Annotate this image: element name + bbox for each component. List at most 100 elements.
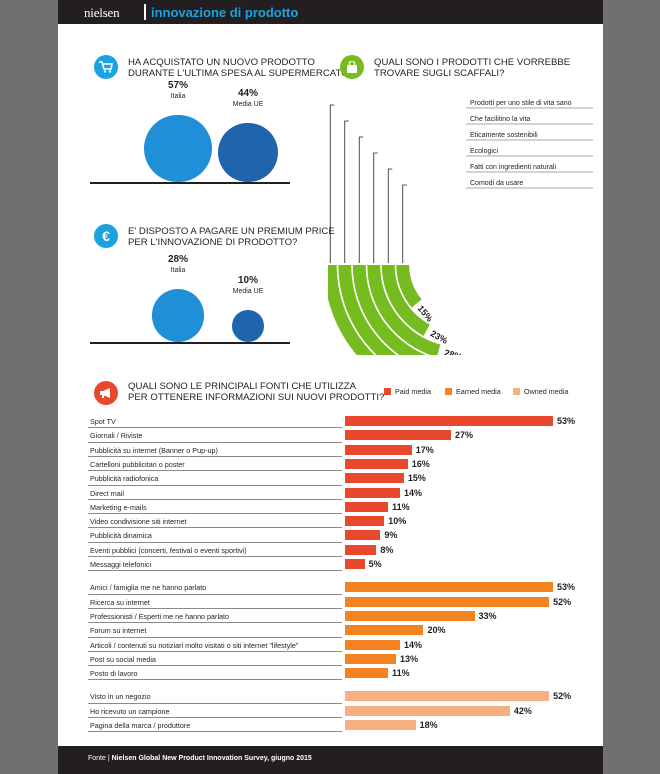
row-rule [88, 607, 342, 609]
premium-baseline [90, 342, 290, 344]
source-label: Marketing e-mails [90, 502, 147, 512]
source-label: Eventi pubblici (concerti, festival o ev… [90, 545, 247, 555]
radial-category-4: Ecologici [470, 148, 498, 155]
source-value: 5% [368, 559, 382, 569]
source-bar [345, 430, 451, 441]
purchase-baseline [90, 182, 290, 184]
source-bar [345, 625, 424, 636]
question-purchase-line1: HA ACQUISTATO UN NUOVO PRODOTTO [128, 57, 315, 68]
source-bar [345, 582, 553, 593]
source-label: Forum su internet [90, 626, 147, 636]
source-label: Giornali / Riviste [90, 431, 143, 441]
section-title: innovazione di prodotto [151, 5, 299, 20]
question-shelves-line1: QUALI SONO I PRODOTTI CHE VORREBBE [374, 57, 571, 68]
radial-category-3: Eticamente sostenibili [470, 132, 538, 139]
row-rule [88, 541, 342, 543]
row-rule [88, 427, 342, 429]
bubble-category: Italia [170, 92, 186, 100]
question-purchase-line2: DURANTE L'ULTIMA SPESA AL SUPERMERCATO? [128, 68, 354, 79]
question-purchase: HA ACQUISTATO UN NUOVO PRODOTTO DURANTE … [128, 57, 354, 79]
source-value: 53% [557, 582, 576, 593]
source-value: 52% [553, 596, 572, 607]
source-bar [345, 668, 389, 679]
question-premium-line2: PER L'INNOVAZIONE DI PRODOTTO? [128, 237, 298, 248]
radial-leader-4 [373, 152, 378, 263]
source-bar [345, 596, 550, 607]
source-bar [345, 705, 510, 716]
radial-category-6: Comodi da usare [470, 180, 523, 187]
source-value: 16% [411, 458, 430, 469]
euro-icon: € [94, 224, 118, 248]
bubble-value: 28% [167, 254, 188, 266]
source-label: Amici / famiglia me ne hanno parlato [90, 583, 207, 593]
source-value: 52% [553, 691, 572, 702]
footer-label: Fonte [88, 755, 106, 762]
question-shelves-line2: TROVARE SUGLI SCAFFALI? [374, 68, 505, 79]
source-label: Spot TV [90, 417, 116, 426]
source-label: Articoli / contenuti su notiziari molto … [90, 640, 299, 650]
row-rule [88, 527, 342, 529]
bubble-media-ue [218, 122, 278, 182]
source-bar [345, 610, 475, 621]
source-label: Professionisti / Esperti me ne hanno par… [90, 611, 230, 621]
source-value: 33% [478, 610, 497, 621]
footer-separator: | [107, 755, 112, 762]
radial-bar-2 [338, 264, 397, 355]
question-premium-line1: E' DISPOSTO A PAGARE UN PREMIUM PRICE [128, 226, 335, 237]
source-value: 10% [388, 516, 407, 527]
source-label: Pubblicità dinamica [90, 531, 152, 541]
source-label: Posto di lavoro [90, 669, 138, 679]
source-label: Pubblicità radiofonica [90, 474, 159, 484]
footer-source: Fonte | Nielsen Global New Product Innov… [88, 755, 312, 762]
row-rule [88, 702, 342, 704]
source-bar [345, 416, 553, 426]
radial-bar-1 [328, 264, 375, 355]
infographic-page: nielsen innovazione di prodotto HA ACQUI… [58, 0, 603, 774]
row-rule [88, 470, 342, 472]
source-value: 27% [454, 430, 473, 441]
cart-icon [94, 55, 118, 79]
source-label: Direct mail [90, 488, 124, 498]
source-value: 53% [557, 416, 576, 426]
source-bar [345, 559, 365, 569]
radial-leader-3 [358, 136, 364, 263]
source-value: 42% [513, 705, 532, 716]
row-rule [88, 717, 342, 718]
radial-bar-5 [381, 264, 430, 336]
source-label: Messaggi telefonici [90, 560, 152, 569]
question-sources: QUALI SONO LE PRINCIPALI FONTI CHE UTILI… [128, 381, 384, 403]
radial-bar-3 [352, 264, 427, 355]
legend-label-1: Paid media [395, 387, 431, 396]
source-value: 15% [407, 473, 426, 484]
source-label: Video condivisione siti internet [90, 517, 187, 527]
bubble-value: 44% [237, 87, 258, 99]
bubble-category: Italia [170, 267, 186, 275]
row-rule [88, 513, 342, 515]
source-label: Ricerca su internet [90, 597, 150, 607]
footer-source-text: Nielsen Global New Product Innovation Su… [111, 755, 312, 762]
legend-label-2: Earned media [456, 387, 501, 396]
source-label: Pubblicità su internet (Banner o Pup-up) [90, 445, 218, 455]
source-label: Visto in un negozio [90, 692, 151, 702]
source-value: 14% [403, 487, 422, 498]
source-bar [345, 720, 416, 730]
source-value: 20% [427, 625, 446, 636]
bubble-category: Media UE [232, 288, 264, 296]
source-value: 11% [392, 668, 410, 679]
source-bar [345, 516, 385, 527]
legend-swatch-3 [513, 388, 520, 395]
legend-swatch-1 [384, 388, 391, 395]
source-value: 8% [380, 544, 394, 555]
megaphone-icon [94, 381, 118, 405]
bubble-italia [151, 289, 205, 342]
source-bar [345, 458, 408, 469]
question-premium: E' DISPOSTO A PAGARE UN PREMIUM PRICE PE… [128, 226, 335, 248]
legend-label-3: Owned media [524, 387, 569, 396]
row-rule [88, 570, 342, 572]
source-bar [345, 444, 412, 455]
nielsen-logo: nielsen [84, 5, 120, 20]
source-value: 18% [419, 720, 438, 730]
row-rule [88, 455, 342, 457]
radial-category-5: Fatti con ingredienti naturali [470, 164, 556, 171]
radial-bar-4 [367, 264, 441, 355]
